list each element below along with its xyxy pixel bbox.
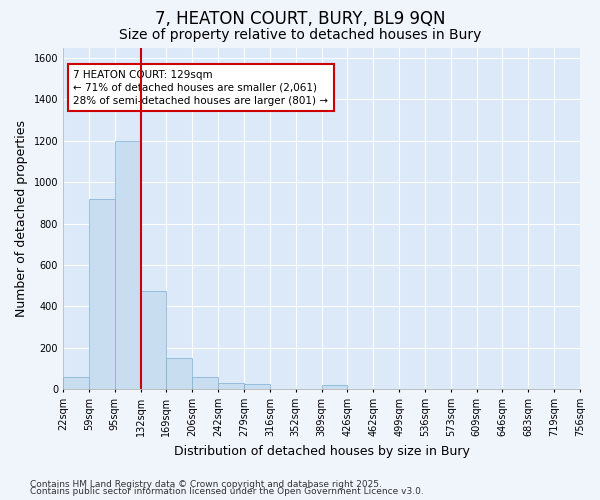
Text: 7, HEATON COURT, BURY, BL9 9QN: 7, HEATON COURT, BURY, BL9 9QN — [155, 10, 445, 28]
Bar — [244, 384, 270, 389]
Bar — [89, 198, 115, 389]
Bar — [218, 383, 244, 389]
Text: Size of property relative to detached houses in Bury: Size of property relative to detached ho… — [119, 28, 481, 42]
Bar — [63, 376, 89, 389]
Text: Contains public sector information licensed under the Open Government Licence v3: Contains public sector information licen… — [30, 487, 424, 496]
Text: 7 HEATON COURT: 129sqm
← 71% of detached houses are smaller (2,061)
28% of semi-: 7 HEATON COURT: 129sqm ← 71% of detached… — [73, 70, 328, 106]
X-axis label: Distribution of detached houses by size in Bury: Distribution of detached houses by size … — [173, 444, 469, 458]
Bar — [140, 291, 166, 389]
Text: Contains HM Land Registry data © Crown copyright and database right 2025.: Contains HM Land Registry data © Crown c… — [30, 480, 382, 489]
Bar — [166, 358, 192, 389]
Bar — [115, 140, 140, 389]
Bar — [322, 385, 347, 389]
Bar — [192, 376, 218, 389]
Y-axis label: Number of detached properties: Number of detached properties — [15, 120, 28, 317]
